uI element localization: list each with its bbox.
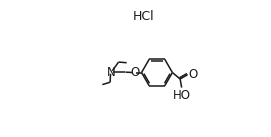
Text: N: N — [107, 66, 115, 79]
Text: O: O — [130, 66, 139, 79]
Text: HCl: HCl — [133, 10, 154, 23]
Text: HO: HO — [173, 89, 191, 102]
Text: O: O — [189, 68, 198, 81]
